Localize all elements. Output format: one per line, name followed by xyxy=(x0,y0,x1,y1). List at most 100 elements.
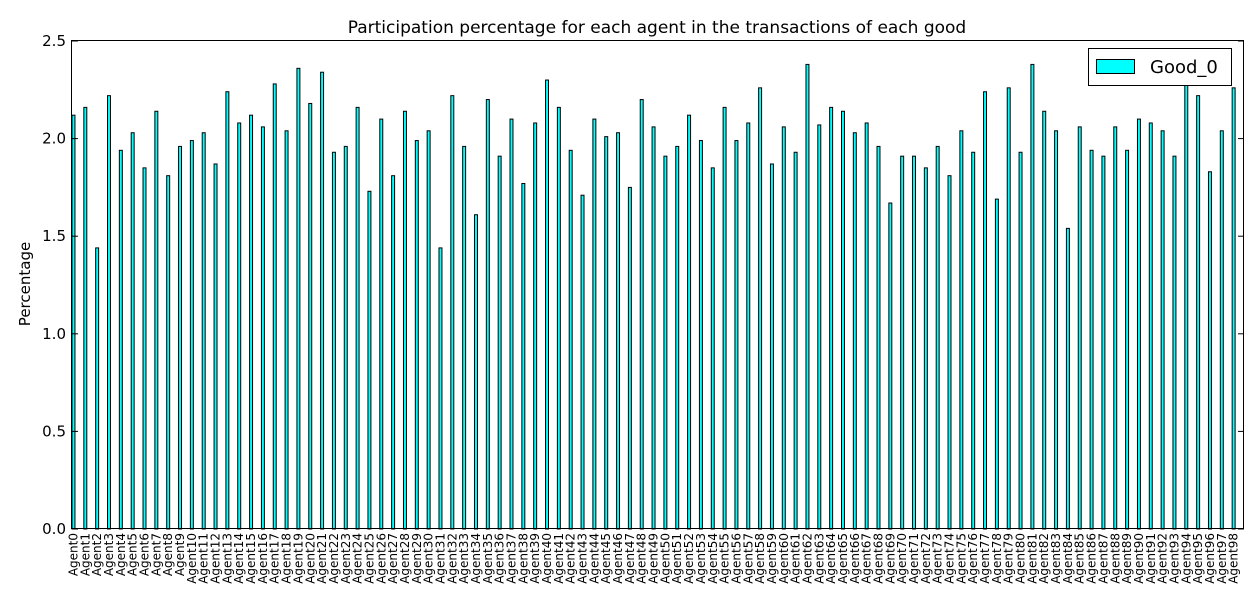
x-tick-label: Agent87 xyxy=(1096,533,1110,584)
bar-agent15 xyxy=(249,114,254,530)
x-tick-label: Agent85 xyxy=(1073,533,1087,584)
x-tick-label: Agent72 xyxy=(919,533,933,584)
x-tick-label: Agent74 xyxy=(943,533,957,584)
chart-title: Participation percentage for each agent … xyxy=(348,18,966,38)
x-tick-label: Agent24 xyxy=(351,533,365,584)
bar-agent39 xyxy=(533,122,538,530)
x-tick-label: Agent62 xyxy=(800,533,814,584)
bar-agent62 xyxy=(805,63,810,530)
x-tick-label: Agent6 xyxy=(138,533,152,576)
bar-agent4 xyxy=(118,149,123,530)
bar-agent57 xyxy=(746,122,751,530)
bar-agent29 xyxy=(414,140,419,530)
bar-agent0 xyxy=(71,114,76,530)
bar-agent44 xyxy=(592,118,597,530)
bar-agent97 xyxy=(1219,130,1224,530)
bar-agent96 xyxy=(1207,171,1212,530)
bar-agent92 xyxy=(1160,130,1165,530)
bar-agent88 xyxy=(1113,126,1118,530)
x-tick-label: Agent42 xyxy=(564,533,578,584)
bar-agent87 xyxy=(1101,155,1106,530)
x-tick-label: Agent26 xyxy=(374,533,388,584)
bar-agent54 xyxy=(710,167,715,530)
legend-swatch xyxy=(1096,59,1135,74)
bar-agent72 xyxy=(923,167,928,530)
x-tick-label: Agent86 xyxy=(1085,533,1099,584)
bar-agent73 xyxy=(935,145,940,530)
y-tick-label: 0.5 xyxy=(42,422,66,440)
x-tick-label: Agent73 xyxy=(931,533,945,584)
bar-agent27 xyxy=(391,175,396,530)
x-tick-label: Agent96 xyxy=(1203,533,1217,584)
y-tick-label: 1.0 xyxy=(42,325,66,343)
bar-agent71 xyxy=(912,155,916,530)
x-tick-label: Agent10 xyxy=(185,533,199,584)
bar-agent30 xyxy=(426,130,431,530)
x-tick-label: Agent20 xyxy=(303,533,317,584)
x-tick-label: Agent14 xyxy=(232,533,246,584)
x-tick-label: Agent16 xyxy=(256,533,270,584)
bar-agent13 xyxy=(225,91,230,530)
y-tick-label: 0.0 xyxy=(42,520,66,538)
bar-agent65 xyxy=(840,110,845,530)
y-tick-label: 2.5 xyxy=(42,32,66,50)
x-tick-label: Agent84 xyxy=(1061,533,1075,584)
y-tick-label: 2.0 xyxy=(42,130,66,148)
bar-agent59 xyxy=(769,163,774,530)
bar-agent43 xyxy=(580,194,585,530)
bar-agent32 xyxy=(450,95,455,530)
x-tick-label: Agent59 xyxy=(765,533,779,584)
bar-agent55 xyxy=(722,106,727,530)
bar-agent45 xyxy=(604,136,609,530)
bar-agent94 xyxy=(1184,81,1189,530)
x-tick-label: Agent57 xyxy=(741,533,755,584)
x-tick-label: Agent4 xyxy=(114,533,128,576)
bar-agent64 xyxy=(829,106,834,530)
x-tick-label: Agent66 xyxy=(848,533,862,584)
x-tick-label: Agent1 xyxy=(78,533,92,576)
bar-agent37 xyxy=(509,118,514,530)
x-tick-label: Agent64 xyxy=(824,533,838,584)
x-tick-label: Agent80 xyxy=(1014,533,1028,584)
bar-agent42 xyxy=(568,149,573,530)
bar-agent84 xyxy=(1065,227,1070,530)
bar-agent7 xyxy=(154,110,159,530)
legend-label: Good_0 xyxy=(1150,57,1218,78)
x-tick-label: Agent78 xyxy=(990,533,1004,584)
x-tick-label: Agent12 xyxy=(209,533,223,584)
bar-agent74 xyxy=(947,175,952,530)
x-tick-label: Agent52 xyxy=(682,533,696,584)
bar-agent89 xyxy=(1125,149,1130,530)
bar-agent58 xyxy=(758,87,763,530)
bar-agent23 xyxy=(343,145,348,530)
x-tick-label: Agent43 xyxy=(576,533,590,584)
bar-agent8 xyxy=(166,175,171,530)
bar-agent17 xyxy=(272,83,277,530)
x-tick-label: Agent5 xyxy=(126,533,140,576)
bar-agent85 xyxy=(1077,126,1082,530)
x-tick-label: Agent25 xyxy=(362,533,376,584)
x-tick-label: Agent82 xyxy=(1037,533,1051,584)
bar-agent24 xyxy=(355,106,360,530)
x-tick-label: Agent53 xyxy=(694,533,708,584)
bar-agent48 xyxy=(639,99,644,530)
x-tick-label: Agent91 xyxy=(1144,533,1158,584)
bar-agent34 xyxy=(474,214,478,530)
bar-agent83 xyxy=(1054,130,1059,530)
bar-agent3 xyxy=(107,95,111,530)
bar-agent82 xyxy=(1042,110,1047,530)
x-tick-label: Agent22 xyxy=(327,533,341,584)
x-tick-label: Agent11 xyxy=(197,533,211,584)
bar-agent6 xyxy=(142,167,147,530)
x-tick-label: Agent89 xyxy=(1120,533,1134,584)
x-tick-label: Agent76 xyxy=(966,533,980,584)
x-tick-label: Agent61 xyxy=(789,533,803,584)
x-tick-label: Agent70 xyxy=(895,533,909,584)
x-tick-label: Agent40 xyxy=(540,533,554,584)
x-tick-label: Agent95 xyxy=(1191,533,1205,584)
x-tick-label: Agent92 xyxy=(1156,533,1170,584)
bar-agent18 xyxy=(284,130,289,530)
x-tick-label: Agent63 xyxy=(812,533,826,584)
bar-agent52 xyxy=(687,114,692,530)
bar-agent93 xyxy=(1172,155,1177,530)
